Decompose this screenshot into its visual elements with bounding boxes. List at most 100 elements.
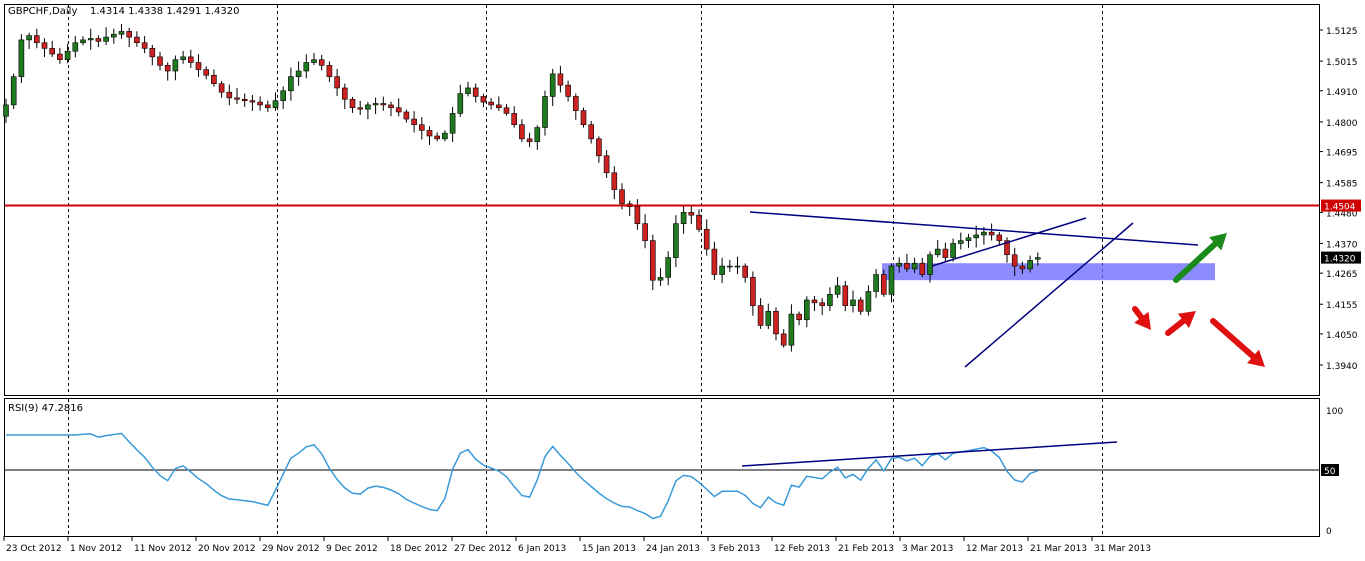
bear-candle [526,138,533,142]
bear-candle [349,98,356,109]
bull-candle [673,223,679,258]
bull-candle [719,265,725,275]
time-tick-label: 15 Jan 2013 [582,544,636,554]
bear-candle [503,107,510,114]
bear-candle [472,87,479,97]
bear-candle [211,74,217,85]
descending-trendline [749,211,1199,246]
bear-candle [634,206,641,224]
bear-candle [403,111,410,120]
rsi-tick-label: 100 [1326,407,1343,417]
bear-candle [188,56,194,63]
bull-candle [542,96,548,128]
bear-candle [480,96,487,103]
bull-candle [680,212,687,224]
trendlines [5,204,1319,368]
rsi-layer [5,432,1319,520]
bull-candle [311,59,317,63]
bull-candle [449,113,456,134]
bear-candle [157,56,163,66]
bear-candle [195,62,202,70]
bull-candle [965,237,972,241]
bear-candle [426,130,433,137]
price-tick-label: 1.4370 [1326,240,1358,250]
bull-candle [80,39,86,44]
bear-candle [434,135,441,140]
bull-candle [10,76,17,106]
bull-candle [3,104,9,117]
bull-candle [788,313,795,346]
wedge-lower-line [964,222,1134,368]
bull-candle [465,87,471,94]
ohlc-readout: 1.4314 1.4338 1.4291 1.4320 [90,6,240,17]
time-tick-label: 9 Dec 2012 [326,544,378,554]
bull-candle [765,310,772,326]
bear-candle [411,118,417,126]
arrow-head [1247,349,1265,367]
bear-candle [580,110,587,126]
rsi-divergence-line [741,441,1118,467]
bear-candle [49,48,56,55]
bear-candle [742,265,749,278]
time-tick-label: 23 Oct 2012 [6,544,62,554]
bull-candle [973,234,980,239]
time-tick-label: 21 Mar 2013 [1030,544,1087,554]
time-tick-label: 20 Nov 2012 [198,544,256,554]
arrow-head [1177,311,1196,328]
bull-candle [1027,260,1033,270]
bear-candle [511,113,518,126]
arrow-head [1209,233,1227,251]
current-tag-label: 1.4320 [1324,255,1356,265]
bull-candle [896,262,903,267]
bear-candle [203,69,209,76]
bearish-arrow-icon [1132,306,1151,330]
bear-candle [341,87,348,100]
price-tick-label: 1.4265 [1326,270,1358,280]
bear-candle [380,103,387,106]
time-tick-label: 21 Feb 2013 [838,544,894,554]
bear-candle [218,83,225,93]
bull-candle [873,274,879,292]
bear-candle [357,107,364,110]
support-zone [882,263,1215,281]
bear-candle [780,333,787,346]
current-price-tag: 1.4320 [1321,251,1361,265]
support-zone-layer [882,263,1215,281]
bull-candle [18,39,25,77]
bull-candle [172,59,179,72]
bear-candle [234,97,240,100]
bull-candle [288,76,294,92]
bull-candle [981,231,987,236]
bull-candle [827,294,833,306]
price-panel-frame [4,4,1320,396]
bear-candle [149,48,156,58]
bear-candle [996,234,1003,241]
time-tick-label: 24 Jan 2013 [646,544,700,554]
resistance-tag-bg [1321,199,1361,212]
bear-candle [334,76,340,89]
bear-candle [318,59,325,66]
price-tick-label: 1.5015 [1326,58,1358,68]
bear-candle [264,104,271,109]
bull-candle [457,93,464,114]
bear-candle [1004,240,1010,256]
bear-candle [241,98,248,101]
bull-candle [111,33,117,38]
forecast-arrows [1132,233,1265,367]
bear-candle [134,36,140,44]
bear-candle [57,53,63,60]
resistance-tag-label: 1.4504 [1324,203,1356,213]
bull-candle [534,127,541,142]
price-tick-label: 1.4155 [1326,301,1358,311]
bear-candle [395,107,402,113]
bull-candle [372,103,379,106]
rsi-panel-frame [4,398,1320,537]
time-tick-label: 27 Dec 2012 [454,544,512,554]
bull-candle [87,38,94,41]
bear-candle [619,189,625,205]
bear-candle [819,302,826,306]
time-tick-label: 12 Mar 2013 [966,544,1023,554]
symbol-label: GBPCHF,Daily [8,6,77,17]
bear-candle [842,285,849,306]
